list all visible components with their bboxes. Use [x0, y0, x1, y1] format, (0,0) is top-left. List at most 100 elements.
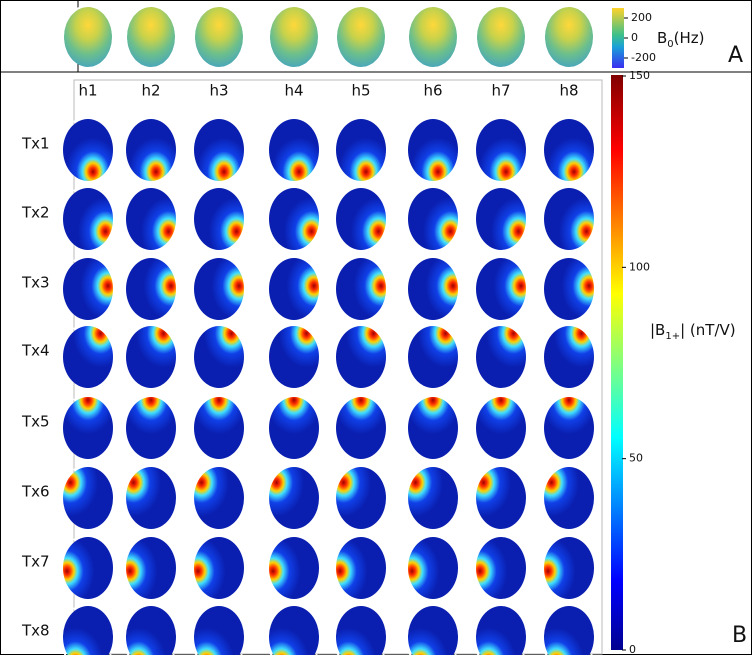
- b1-map: [63, 326, 113, 388]
- b1-map: [126, 119, 176, 181]
- b0-title-main: B: [657, 29, 667, 47]
- colorbar-tick-label: 50: [629, 452, 643, 465]
- b1-map: [408, 188, 458, 250]
- b1-title-pre: |B: [650, 321, 665, 339]
- b1-title: |B1+| (nT/V): [650, 321, 736, 342]
- b1-map: [63, 537, 113, 599]
- b1-map: [476, 188, 526, 250]
- column-label: h7: [491, 82, 510, 100]
- b1-map: [476, 397, 526, 459]
- b1-map: [336, 188, 386, 250]
- row-label: Tx4: [21, 342, 50, 360]
- column-label: h6: [423, 82, 442, 100]
- b1-map: [63, 258, 113, 320]
- b1-map: [63, 606, 113, 655]
- b1-map: [269, 606, 319, 655]
- b1-map: [336, 537, 386, 599]
- b0-map: [409, 7, 457, 67]
- b1-map: [194, 188, 244, 250]
- b1-map: [544, 537, 594, 599]
- b1-title-rest: | (nT/V): [680, 321, 736, 339]
- b0-map: [477, 7, 525, 67]
- b1-title-sub: 1+: [665, 331, 680, 342]
- b1-map: [336, 606, 386, 655]
- b1-map: [194, 537, 244, 599]
- b1-map: [544, 258, 594, 320]
- b1-map: [408, 537, 458, 599]
- b1-map: [126, 397, 176, 459]
- b1-map: [194, 326, 244, 388]
- b1-map: [194, 119, 244, 181]
- b1-map: [269, 258, 319, 320]
- b1-colorbar: [611, 75, 623, 650]
- b1-map: [476, 258, 526, 320]
- b1-map: [126, 606, 176, 655]
- b1-map: [476, 119, 526, 181]
- row-label: Tx2: [21, 204, 50, 222]
- b1-map: [544, 326, 594, 388]
- colorbar-tick-label: 0: [631, 31, 638, 44]
- b1-map: [194, 258, 244, 320]
- b0-map: [270, 7, 318, 67]
- b1-map: [126, 326, 176, 388]
- b0-map: [64, 7, 112, 67]
- b0-title: B0(Hz): [657, 29, 705, 50]
- b0-title-rest: (Hz): [674, 29, 705, 47]
- row-label: Tx1: [21, 135, 50, 153]
- row-label: Tx5: [21, 413, 50, 431]
- b1-map: [63, 467, 113, 529]
- b1-map: [336, 467, 386, 529]
- b1-map: [269, 119, 319, 181]
- b1-map: [408, 397, 458, 459]
- colorbar-tick-label: 150: [629, 69, 650, 82]
- column-label: h4: [284, 82, 303, 100]
- b1-map: [194, 397, 244, 459]
- column-label: h1: [78, 82, 97, 100]
- b1-map: [63, 397, 113, 459]
- column-label: h2: [141, 82, 160, 100]
- b1-map: [269, 188, 319, 250]
- b1-map: [408, 258, 458, 320]
- figure: B0(Hz) |B1+| (nT/V) A B h1h2h3h4h5h6h7h8…: [0, 0, 752, 655]
- b0-map: [337, 7, 385, 67]
- b1-map: [336, 258, 386, 320]
- b1-map: [336, 119, 386, 181]
- b1-map: [544, 119, 594, 181]
- b1-map: [126, 258, 176, 320]
- b1-map: [336, 326, 386, 388]
- b1-map: [544, 467, 594, 529]
- colorbar-tick-label: 200: [631, 11, 652, 24]
- panel-label: A: [728, 43, 743, 68]
- b1-map: [408, 467, 458, 529]
- b1-map: [194, 467, 244, 529]
- column-label: h8: [559, 82, 578, 100]
- b1-map: [63, 119, 113, 181]
- b1-map: [63, 188, 113, 250]
- column-label: h5: [351, 82, 370, 100]
- colorbar-tick-label: 0: [629, 643, 636, 655]
- colorbar-tick-label: 100: [629, 260, 650, 273]
- b1-map: [126, 467, 176, 529]
- b1-map: [408, 119, 458, 181]
- b0-map: [195, 7, 243, 67]
- row-label: Tx3: [21, 274, 50, 292]
- b1-map: [336, 397, 386, 459]
- b1-map: [194, 606, 244, 655]
- b1-map: [544, 188, 594, 250]
- b1-map: [408, 606, 458, 655]
- b1-map: [476, 606, 526, 655]
- b1-map: [269, 326, 319, 388]
- b1-map: [476, 326, 526, 388]
- panel-label: B: [732, 623, 747, 648]
- b1-map: [476, 537, 526, 599]
- column-label: h3: [209, 82, 228, 100]
- b1-map: [476, 467, 526, 529]
- b1-map: [269, 467, 319, 529]
- b1-map: [126, 188, 176, 250]
- b1-map: [126, 537, 176, 599]
- colorbar-tick-label: -200: [631, 51, 656, 64]
- b1-map: [408, 326, 458, 388]
- b0-map: [127, 7, 175, 67]
- b0-map: [545, 7, 593, 67]
- b1-map: [269, 537, 319, 599]
